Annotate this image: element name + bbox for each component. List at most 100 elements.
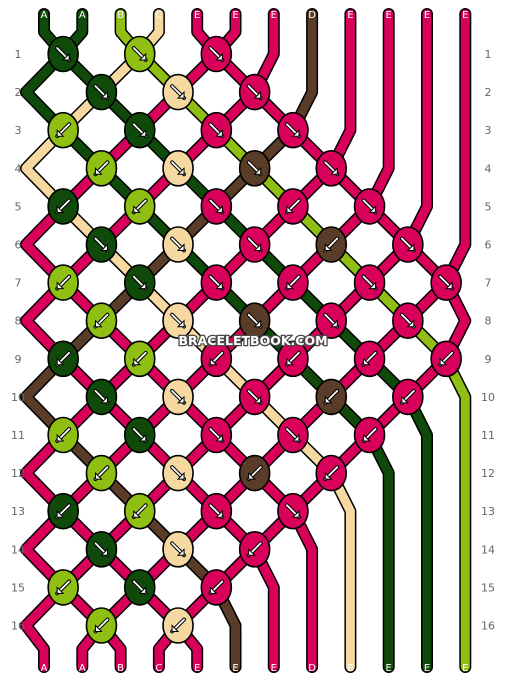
knot [200, 492, 233, 530]
string-label-top: E [232, 10, 238, 21]
knot [162, 607, 194, 644]
arrow-head-icon [439, 357, 448, 366]
knot [123, 188, 156, 225]
string-label-bottom: A [79, 663, 86, 674]
string-label-bottom: A [41, 663, 48, 674]
row-number-right: 16 [481, 620, 495, 633]
arrow-head-icon [291, 433, 300, 442]
row-number-right: 12 [481, 467, 495, 480]
arrow-head-icon [215, 52, 223, 61]
row-number-left: 5 [15, 200, 22, 213]
string-label-top: A [41, 10, 48, 21]
knot [85, 73, 118, 111]
arrow-head-icon [330, 319, 338, 328]
knot [85, 530, 118, 568]
row-number-left: 11 [11, 429, 25, 442]
row-number-right: 1 [485, 48, 492, 61]
arrow-head-icon [209, 357, 218, 366]
arrow-head-icon [248, 548, 256, 556]
arrow-head-icon [171, 624, 180, 632]
knot [162, 378, 194, 416]
arrow-head-icon [368, 205, 377, 213]
arrow-head-icon [406, 243, 415, 251]
arrow-head-icon [56, 509, 65, 518]
row-number-right: 2 [485, 86, 492, 99]
string-label-top: E [271, 10, 277, 21]
knot [238, 302, 271, 340]
arrow-head-icon [324, 395, 333, 404]
knot [238, 73, 271, 111]
knot [47, 35, 79, 73]
arrow-head-icon [138, 128, 147, 137]
arrow-head-icon [61, 52, 70, 61]
arrow-head-icon [215, 205, 223, 213]
row-number-left: 15 [11, 581, 25, 594]
knot [200, 340, 233, 378]
string-label-bottom: E [271, 663, 277, 674]
knot [123, 111, 156, 149]
string-label-top: E [194, 10, 200, 21]
arrow-head-icon [100, 395, 108, 404]
arrow-head-icon [324, 471, 333, 480]
knot [85, 378, 118, 416]
row-number-right: 6 [485, 239, 492, 252]
knot [162, 73, 194, 111]
knot [200, 569, 233, 606]
knot [162, 226, 194, 263]
string-label-top: C [155, 10, 162, 21]
arrow-head-icon [215, 509, 223, 518]
arrow-head-icon [253, 90, 262, 99]
watermark: BRACELETBOOK.COM [178, 333, 327, 348]
knot [353, 264, 386, 301]
arrow-head-icon [363, 357, 371, 366]
knot [392, 378, 424, 416]
arrow-head-icon [138, 433, 147, 442]
row-number-left: 10 [11, 391, 25, 404]
knot [392, 302, 424, 340]
string-label-top: E [347, 10, 353, 21]
arrow-head-icon [253, 167, 262, 175]
knot [47, 188, 79, 225]
knot [162, 150, 194, 187]
row-number-left: 16 [11, 620, 25, 633]
knot [123, 492, 156, 530]
knot [353, 188, 386, 225]
string-label-top: E [424, 10, 430, 21]
knot [123, 340, 156, 378]
knot [315, 378, 348, 416]
knot [238, 378, 271, 416]
knot [277, 264, 309, 301]
string-label-top: A [79, 10, 86, 21]
arrow-head-icon [215, 128, 223, 137]
arrow-head-icon [138, 52, 147, 61]
row-number-right: 15 [481, 581, 495, 594]
arrow-head-icon [100, 243, 108, 251]
row-number-left: 4 [15, 162, 22, 175]
string-label-top: E [386, 10, 392, 21]
knot [47, 340, 79, 378]
arrow-head-icon [286, 205, 295, 213]
knot [392, 226, 424, 263]
arrow-head-icon [133, 357, 141, 366]
arrow-head-icon [368, 281, 377, 290]
knot [238, 150, 271, 187]
knot [162, 530, 194, 568]
arrow-head-icon [406, 319, 415, 328]
arrow-head-icon [209, 586, 218, 594]
arrow-head-icon [56, 128, 65, 137]
arrow-head-icon [286, 281, 295, 290]
row-number-right: 14 [481, 543, 495, 556]
knot [162, 302, 194, 340]
arrow-head-icon [176, 167, 185, 175]
arrow-head-icon [56, 586, 65, 594]
row-number-left: 14 [11, 543, 25, 556]
knots-layer [47, 35, 462, 644]
arrow-head-icon [286, 357, 295, 366]
knot [47, 264, 79, 301]
knot [85, 226, 118, 263]
arrow-head-icon [133, 205, 141, 213]
string-label-bottom: E [347, 663, 353, 674]
arrow-head-icon [330, 167, 338, 175]
row-number-left: 7 [15, 277, 22, 290]
knot [238, 226, 271, 263]
